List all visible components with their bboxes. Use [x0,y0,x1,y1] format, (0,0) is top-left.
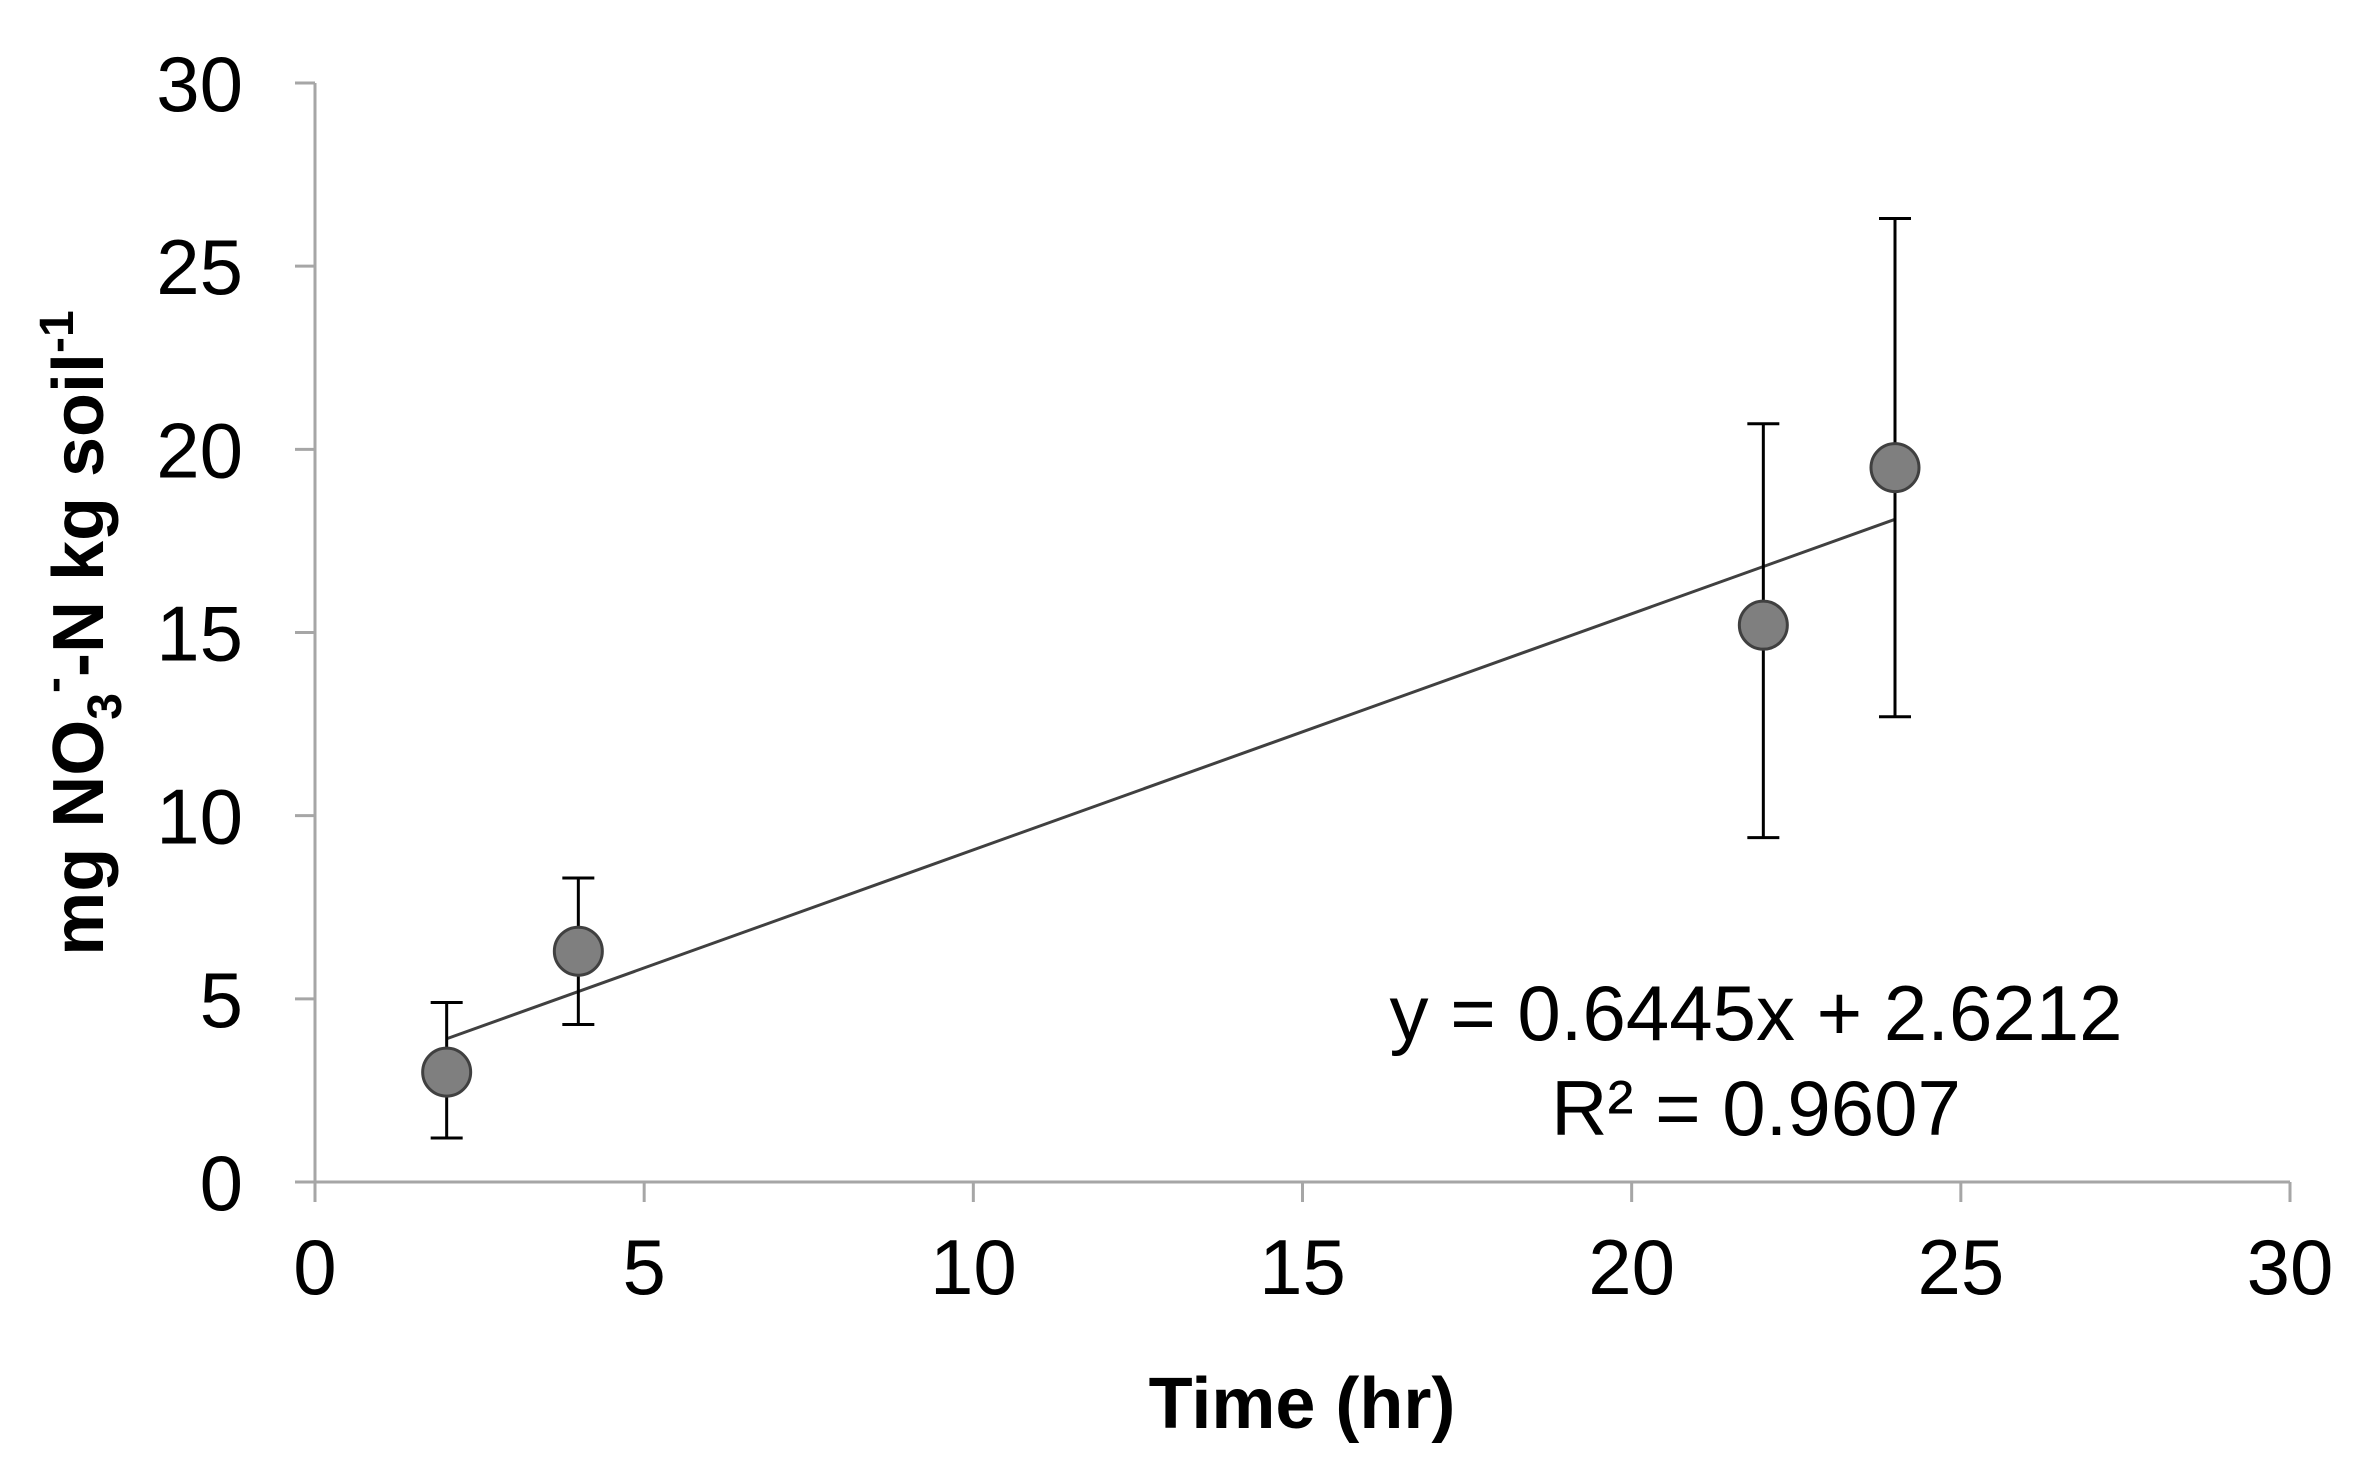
y-axis-title: mg NO3--N kg soil-1 [27,310,132,955]
y-tick-label: 30 [156,40,243,128]
data-point [421,1046,473,1098]
trendline [446,517,1896,1041]
data-point [1737,599,1789,651]
data-point [552,925,604,977]
y-axis-title-middle: -N kg soil [39,353,119,677]
x-axis-title: Time (hr) [1149,1364,1456,1444]
y-axis-title-prefix: mg NO [39,720,119,956]
x-tick-label: 15 [1259,1223,1346,1311]
x-tick-label: 0 [293,1223,336,1311]
y-tick-label: 5 [200,956,243,1044]
trendline-r-squared: R² = 0.9607 [1551,1064,1961,1152]
y-axis-title-superscript: - [27,677,80,693]
y-tick-label: 0 [200,1139,243,1227]
y-tick-label: 25 [156,223,243,311]
x-tick-label: 10 [930,1223,1017,1311]
x-ticks: 0 5 10 15 20 25 30 [293,1182,2333,1311]
y-ticks: 0 5 10 15 20 25 30 [156,40,315,1227]
x-tick-label: 5 [622,1223,665,1311]
x-tick-label: 30 [2247,1223,2334,1311]
y-axis-title-subscript: 3 [79,693,132,720]
y-tick-label: 15 [156,590,243,678]
trendline-equation: y = 0.6445x + 2.6212 [1390,969,2123,1057]
x-tick-label: 20 [1588,1223,1675,1311]
data-points [421,442,1921,1098]
trendline-group [446,517,1896,1041]
y-tick-label: 10 [156,773,243,861]
y-axis-title-superscript-2: -1 [31,310,84,353]
x-tick-label: 25 [1917,1223,2004,1311]
y-tick-label: 20 [156,406,243,494]
data-point [1869,442,1921,494]
